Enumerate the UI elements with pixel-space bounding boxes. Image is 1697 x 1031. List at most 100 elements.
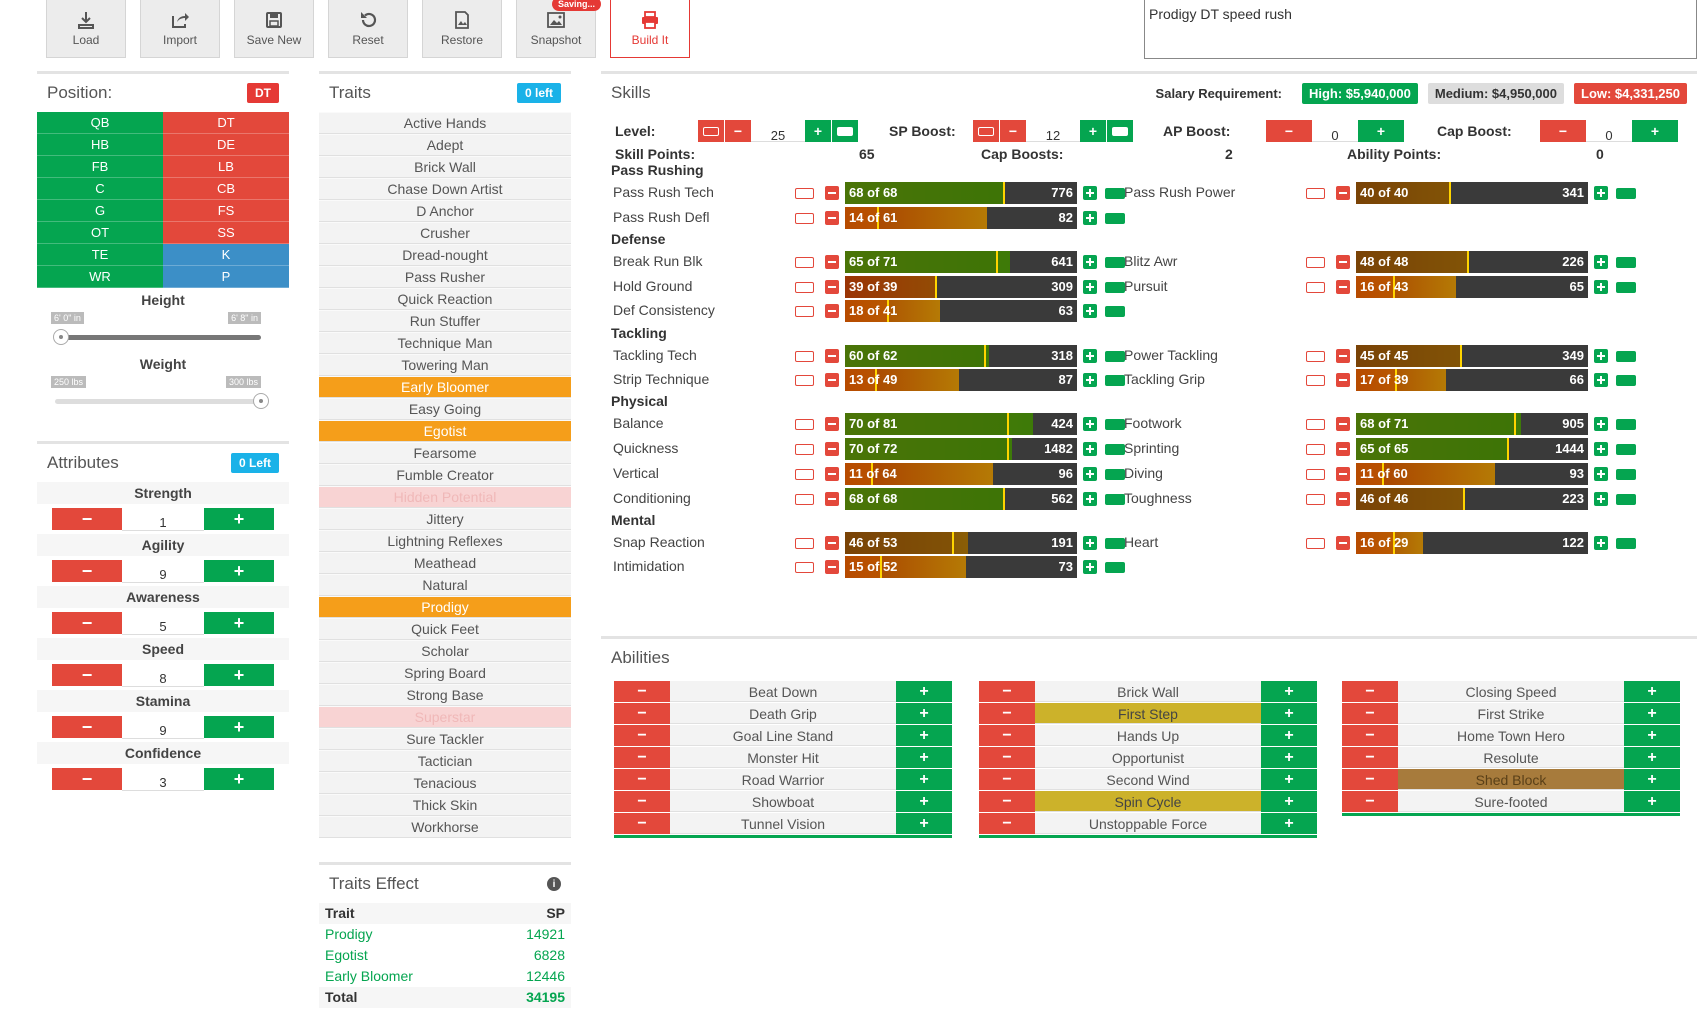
battery-full-icon[interactable]: [1616, 188, 1636, 199]
ability-name[interactable]: Tunnel Vision: [670, 813, 896, 834]
battery-empty-icon[interactable]: [1306, 350, 1325, 362]
reset-button[interactable]: Reset: [328, 0, 408, 58]
battery-empty-icon[interactable]: [795, 419, 814, 431]
weight-track[interactable]: [55, 399, 261, 404]
ability-name[interactable]: First Strike: [1398, 703, 1624, 724]
ability-plus-button[interactable]: +: [1261, 725, 1317, 746]
ability-name[interactable]: Goal Line Stand: [670, 725, 896, 746]
battery-full-icon[interactable]: [1105, 375, 1125, 387]
cap-boost-minus-button[interactable]: −: [1540, 120, 1586, 142]
skill-plus-button[interactable]: [1083, 417, 1097, 432]
skill-minus-button[interactable]: [825, 535, 839, 550]
skill-plus-button[interactable]: [1083, 560, 1097, 575]
skill-plus-button[interactable]: [1083, 279, 1097, 294]
skill-plus-button[interactable]: [1083, 348, 1097, 363]
ability-minus-button[interactable]: −: [1342, 681, 1398, 702]
trait-quick-feet[interactable]: Quick Feet: [319, 618, 571, 640]
skill-minus-button[interactable]: [825, 304, 839, 319]
info-icon[interactable]: i: [547, 877, 561, 891]
skill-minus-button[interactable]: [825, 442, 839, 457]
ability-plus-button[interactable]: +: [1261, 769, 1317, 790]
position-dt[interactable]: DT: [163, 112, 289, 134]
skill-minus-button[interactable]: [825, 560, 839, 575]
attribute-speed-value[interactable]: 8: [122, 663, 204, 687]
ability-name[interactable]: Opportunist: [1035, 747, 1261, 768]
ability-name[interactable]: Unstoppable Force: [1035, 813, 1261, 834]
position-te[interactable]: TE: [37, 244, 163, 266]
battery-empty-icon[interactable]: [1306, 419, 1325, 431]
battery-full-icon[interactable]: [1105, 419, 1125, 431]
battery-empty-icon[interactable]: [1306, 375, 1325, 387]
ability-plus-button[interactable]: +: [1261, 791, 1317, 812]
attribute-awareness-plus-button[interactable]: +: [204, 612, 274, 634]
skill-plus-button[interactable]: [1594, 186, 1608, 200]
trait-early-bloomer[interactable]: Early Bloomer: [319, 376, 571, 398]
weight-thumb[interactable]: [253, 393, 269, 409]
battery-full-icon[interactable]: [1616, 350, 1636, 362]
battery-full-icon[interactable]: [1105, 493, 1125, 505]
battery-empty-icon[interactable]: [795, 350, 814, 362]
skill-minus-button[interactable]: [1336, 373, 1350, 388]
attribute-stamina-minus-button[interactable]: −: [52, 716, 122, 738]
ability-plus-button[interactable]: +: [1261, 703, 1317, 724]
level-plus-button[interactable]: +: [805, 120, 831, 142]
battery-empty-icon[interactable]: [1306, 444, 1325, 456]
battery-empty-icon[interactable]: [1306, 188, 1325, 199]
trait-workhorse[interactable]: Workhorse: [319, 816, 571, 838]
skill-plus-button[interactable]: [1594, 254, 1608, 269]
skill-minus-button[interactable]: [825, 254, 839, 269]
trait-easy-going[interactable]: Easy Going: [319, 398, 571, 420]
skill-plus-button[interactable]: [1083, 254, 1097, 269]
ability-plus-button[interactable]: +: [1624, 725, 1680, 746]
ap-boost-minus-button[interactable]: −: [1266, 120, 1312, 142]
battery-full-icon[interactable]: [1105, 188, 1125, 199]
attribute-awareness-value[interactable]: 5: [122, 611, 204, 635]
trait-meathead[interactable]: Meathead: [319, 552, 571, 574]
position-ot[interactable]: OT: [37, 222, 163, 244]
skill-minus-button[interactable]: [825, 417, 839, 432]
ap-boost-plus-button[interactable]: +: [1358, 120, 1404, 142]
trait-sure-tackler[interactable]: Sure Tackler: [319, 728, 571, 750]
battery-full-icon[interactable]: [1105, 212, 1125, 224]
skill-minus-button[interactable]: [825, 186, 839, 200]
skill-minus-button[interactable]: [825, 466, 839, 481]
attribute-strength-plus-button[interactable]: +: [204, 508, 274, 530]
attribute-agility-value[interactable]: 9: [122, 559, 204, 583]
ability-minus-button[interactable]: −: [614, 703, 670, 724]
ap-boost-value[interactable]: 0: [1312, 120, 1358, 143]
cap-boost-plus-button[interactable]: +: [1632, 120, 1678, 142]
battery-full-icon[interactable]: [1105, 306, 1125, 318]
height-slider[interactable]: 6' 0" in 6' 8" in: [51, 308, 275, 352]
import-button[interactable]: Import: [140, 0, 220, 58]
battery-full-icon[interactable]: [1105, 256, 1125, 268]
skill-minus-button[interactable]: [825, 279, 839, 294]
ability-plus-button[interactable]: +: [896, 769, 952, 790]
battery-full-icon[interactable]: [1616, 419, 1636, 431]
ability-minus-button[interactable]: −: [979, 769, 1035, 790]
ability-name[interactable]: Beat Down: [670, 681, 896, 702]
position-k[interactable]: K: [163, 244, 289, 266]
skill-plus-button[interactable]: [1083, 535, 1097, 550]
trait-crusher[interactable]: Crusher: [319, 222, 571, 244]
skill-plus-button[interactable]: [1594, 417, 1608, 432]
skill-minus-button[interactable]: [1336, 466, 1350, 481]
trait-quick-reaction[interactable]: Quick Reaction: [319, 288, 571, 310]
battery-empty-icon[interactable]: [795, 188, 814, 199]
trait-strong-base[interactable]: Strong Base: [319, 684, 571, 706]
skill-minus-button[interactable]: [825, 210, 839, 225]
battery-empty-icon[interactable]: [795, 212, 814, 224]
position-fb[interactable]: FB: [37, 156, 163, 178]
attribute-strength-minus-button[interactable]: −: [52, 508, 122, 530]
ability-plus-button[interactable]: +: [1624, 681, 1680, 702]
ability-minus-button[interactable]: −: [1342, 725, 1398, 746]
battery-full-icon[interactable]: [1616, 537, 1636, 549]
ability-plus-button[interactable]: +: [1624, 769, 1680, 790]
skill-plus-button[interactable]: [1594, 442, 1608, 457]
ability-name[interactable]: Showboat: [670, 791, 896, 812]
sp-boost-value[interactable]: 12: [1026, 120, 1080, 143]
position-wr[interactable]: WR: [37, 266, 163, 288]
skill-plus-button[interactable]: [1594, 491, 1608, 506]
trait-egotist[interactable]: Egotist: [319, 420, 571, 442]
ability-minus-button[interactable]: −: [614, 681, 670, 702]
trait-d-anchor[interactable]: D Anchor: [319, 200, 571, 222]
